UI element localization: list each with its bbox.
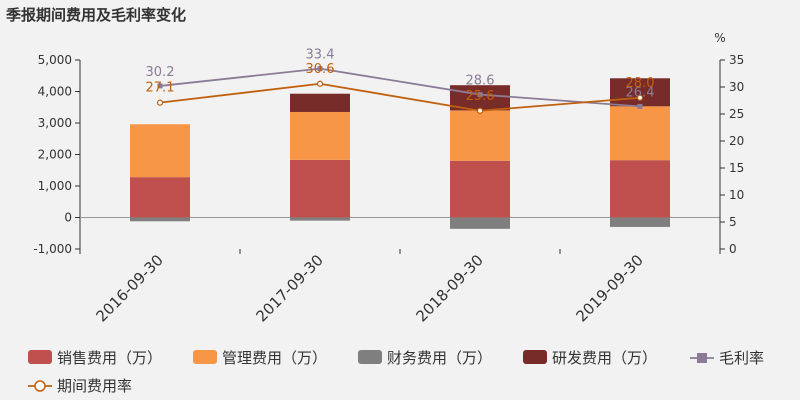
data-labels: 30.2 33.4 28.6 26.4 27.1 30.6 25.6 28.0: [146, 48, 655, 104]
data-label: 26.4: [626, 85, 655, 100]
bar-segment: [290, 159, 350, 218]
right-axis-tick-label: 0: [729, 242, 737, 256]
bar-segment: [450, 217, 510, 229]
x-axis-tick-label: 2016-09-30: [92, 251, 166, 325]
data-label: 30.6: [306, 62, 335, 77]
data-label: 25.6: [466, 89, 495, 104]
left-axis-tick-label: 5,000: [38, 53, 72, 67]
series-marker: [316, 80, 324, 87]
left-axis-tick-label: 3,000: [38, 116, 72, 130]
x-axis-tick-label: 2017-09-30: [252, 251, 326, 325]
right-axis-tick-label: 15: [729, 161, 744, 175]
bar-segment: [130, 124, 190, 178]
bar-segment: [610, 217, 670, 227]
right-axis-tick-label: 10: [729, 188, 744, 202]
right-axis-unit: %: [714, 31, 725, 45]
data-label: 27.1: [146, 81, 175, 96]
legend-label: 财务费用（万）: [387, 349, 492, 367]
right-axis-tick-label: 20: [729, 134, 744, 148]
left-axis-tick-label: 2,000: [38, 148, 72, 162]
right-axis-tick-label: 5: [729, 215, 737, 229]
bar-segment: [290, 217, 350, 221]
bars: [130, 78, 670, 229]
data-label: 28.0: [626, 76, 655, 91]
bar-segment: [450, 160, 510, 218]
legend-label: 毛利率: [719, 349, 764, 367]
left-axis-tick-label: -1,000: [33, 242, 72, 256]
x-axis-tick-label: 2019-09-30: [572, 251, 646, 325]
bar-segment: [290, 111, 350, 160]
chart-title: 季报期间费用及毛利率变化: [6, 6, 186, 24]
series-marker: [636, 94, 644, 101]
legend-label: 管理费用（万）: [222, 349, 327, 367]
series-marker: [157, 83, 163, 89]
bar-segment: [130, 217, 190, 222]
legend-label: 销售费用（万）: [57, 349, 162, 367]
data-label: 33.4: [306, 48, 335, 63]
bar-segment: [130, 177, 190, 218]
bar-segment: [450, 85, 510, 111]
left-axis-tick-label: 1,000: [38, 179, 72, 193]
bar-segment: [610, 106, 670, 161]
bar-segment: [610, 78, 670, 107]
left-axis-tick-label: 0: [64, 211, 72, 225]
legend-swatch: [28, 350, 52, 364]
series-marker: [477, 92, 483, 98]
right-axis-tick-label: 25: [729, 107, 744, 121]
series-marker: [476, 107, 484, 114]
right-axis-tick-label: 30: [729, 80, 744, 94]
left-axis-tick-label: 4,000: [38, 85, 72, 99]
legend-swatch: [523, 350, 547, 364]
series-marker: [156, 99, 164, 106]
legend-marker: [34, 380, 46, 392]
bar-segment: [450, 110, 510, 161]
series-marker: [637, 103, 643, 109]
legend-marker: [697, 353, 707, 363]
x-axis-tick-label: 2018-09-30: [412, 251, 486, 325]
legend-label: 期间费用率: [57, 377, 132, 395]
right-axis-tick-label: 35: [729, 53, 744, 67]
series-line: [159, 82, 641, 112]
legend-swatch: [358, 350, 382, 364]
legend-swatch: [193, 350, 217, 364]
bar-segment: [610, 160, 670, 218]
lines: [156, 66, 644, 114]
series-line: [159, 67, 641, 108]
data-label: 28.6: [466, 74, 495, 89]
bar-segment: [290, 93, 350, 112]
legend-label: 研发费用（万）: [552, 349, 657, 367]
series-marker: [317, 66, 323, 72]
data-label: 30.2: [146, 65, 175, 80]
